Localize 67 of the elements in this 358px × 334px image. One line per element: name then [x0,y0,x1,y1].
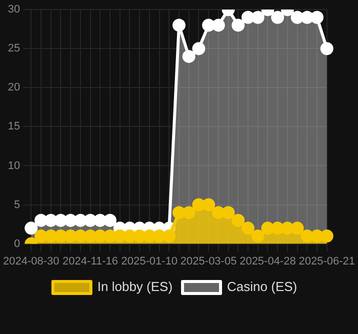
point [271,222,284,235]
point [152,229,166,242]
point [290,222,304,235]
point [44,229,58,242]
point [103,214,116,227]
point [251,229,264,242]
point [232,18,245,32]
point [222,206,235,220]
point [320,42,334,56]
point [84,214,97,227]
point [94,229,107,242]
point [202,18,216,32]
x-tick-label: 2025-03-05 [180,255,237,268]
point [212,206,225,220]
point [182,206,196,220]
point [113,229,126,242]
x-tick-label: 2025-04-28 [240,255,296,268]
point [261,222,274,235]
point [300,10,314,24]
y-tick-label: 20 [8,82,20,94]
y-tick-label: 0 [14,238,20,250]
y-tick-label: 10 [8,160,20,172]
point [54,214,68,227]
point [320,229,334,242]
point [162,229,176,242]
point [172,206,186,220]
legend-label: Casino (ES) [227,279,298,294]
point [280,222,294,235]
point [212,18,225,32]
point [142,229,156,242]
point [44,214,58,227]
point [84,229,97,242]
point [172,18,186,32]
y-tick-label: 15 [8,120,20,133]
point [34,229,48,242]
point [192,198,206,212]
y-tick-label: 30 [8,4,20,16]
point [242,222,255,235]
point [64,214,78,227]
point [271,10,284,24]
y-tick-label: 5 [14,198,20,211]
point [94,214,107,227]
x-tick-label: 2024-08-30 [2,255,60,268]
point [74,214,87,227]
point [300,229,314,242]
point [290,10,304,24]
point [182,50,196,63]
point [34,214,48,227]
point [242,10,255,24]
x-tick-label: 2025-01-10 [121,255,178,268]
point [310,10,324,24]
x-tick-label: 2024-11-16 [62,255,118,268]
point [54,229,68,242]
point [202,198,216,212]
legend-label: In lobby (ES) [97,279,173,294]
y-tick-label: 25 [8,42,20,55]
point [24,222,38,235]
point [64,229,78,242]
point [133,229,146,242]
x-tick-label: 2025-06-21 [298,255,356,268]
point [123,229,136,242]
point [310,229,324,242]
point [74,229,87,242]
point [232,214,245,227]
point [103,229,116,242]
point [192,42,206,56]
point [251,10,264,24]
